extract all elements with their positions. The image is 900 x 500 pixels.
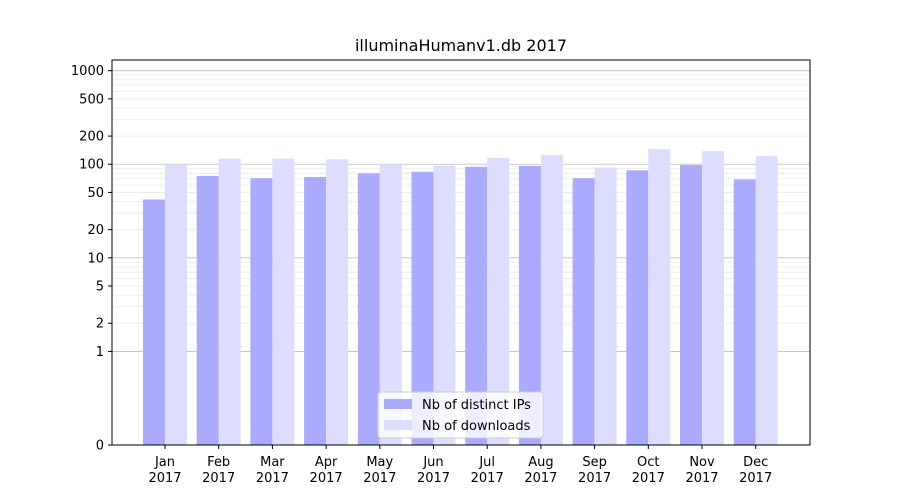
legend-label: Nb of distinct IPs [422, 398, 531, 413]
bar-nb-of-downloads-5 [379, 164, 402, 445]
bar-nb-of-downloads-2 [218, 158, 241, 445]
bar-nb-of-downloads-11 [702, 151, 724, 446]
legend-box [377, 391, 544, 439]
chart-title: illuminaHumanv1.db 2017 [355, 36, 567, 55]
x-tick-label: Jun 2017 [417, 455, 450, 486]
bar-nb-of-downloads-6 [433, 165, 456, 446]
bar-nb-of-downloads-12 [755, 156, 778, 445]
x-tick-label: Feb 2017 [202, 455, 235, 486]
plot-area-frame [111, 59, 811, 446]
x-tick-label: Jul 2017 [471, 455, 504, 486]
x-tick-label: May 2017 [363, 455, 396, 486]
y-tick-label: 0 [96, 439, 104, 454]
x-tick-label: Sep 2017 [578, 455, 611, 486]
x-tick-label: Nov 2017 [685, 455, 718, 486]
bar-nb-of-distinct-ips-2 [196, 175, 219, 445]
y-tick-label: 5 [96, 280, 104, 295]
bars [143, 149, 778, 446]
bar-nb-of-distinct-ips-1 [143, 199, 165, 445]
y-tick-label: 2 [96, 317, 104, 332]
bar-nb-of-distinct-ips-8 [518, 165, 541, 445]
bar-nb-of-downloads-7 [487, 157, 510, 446]
x-tick-label: Mar 2017 [256, 455, 289, 486]
bar-nb-of-distinct-ips-12 [733, 179, 756, 445]
bar-nb-of-downloads-3 [272, 158, 295, 445]
y-tick-label: 1000 [71, 64, 104, 79]
y-tick-label: 500 [79, 92, 104, 107]
legend-swatch [384, 420, 412, 430]
x-tick-label: Jan 2017 [148, 455, 181, 486]
bar-nb-of-distinct-ips-10 [626, 170, 649, 445]
bar-nb-of-downloads-1 [165, 164, 187, 445]
bar-nb-of-distinct-ips-3 [250, 178, 273, 445]
y-tick-label: 20 [87, 223, 104, 238]
y-axis: 0 1 2 5 10 20 50 100 200 500 1000 [71, 64, 112, 454]
y-tick-label: 200 [79, 130, 104, 145]
x-axis: Jan 2017 Feb 2017 Mar 2017 Apr 2017 May 2017 Jun 20… [148, 445, 772, 486]
bar-nb-of-downloads-10 [648, 149, 671, 445]
bar-nb-of-distinct-ips-11 [680, 165, 702, 445]
legend-swatch [384, 399, 412, 409]
bar-nb-of-distinct-ips-6 [411, 171, 434, 445]
legend-label: Nb of downloads [422, 419, 531, 434]
x-tick-label: Aug 2017 [524, 455, 557, 486]
x-tick-label: Dec 2017 [739, 455, 772, 486]
bar-nb-of-distinct-ips-7 [465, 166, 488, 446]
y-tick-label: 1 [96, 345, 104, 360]
y-tick-label: 10 [87, 251, 104, 266]
bar-nb-of-downloads-8 [540, 155, 563, 445]
y-tick-label: 100 [79, 158, 104, 173]
x-tick-label: Oct 2017 [632, 455, 665, 486]
legend: Nb of distinct IPs Nb of downloads [377, 391, 544, 439]
bar-nb-of-downloads-4 [326, 159, 349, 446]
bar-nb-of-downloads-9 [594, 167, 617, 445]
bar-nb-of-distinct-ips-4 [304, 177, 327, 446]
bar-nb-of-distinct-ips-9 [572, 178, 595, 445]
y-tick-label: 50 [87, 186, 104, 201]
bar-nb-of-distinct-ips-5 [357, 173, 380, 445]
x-tick-label: Apr 2017 [310, 455, 343, 486]
